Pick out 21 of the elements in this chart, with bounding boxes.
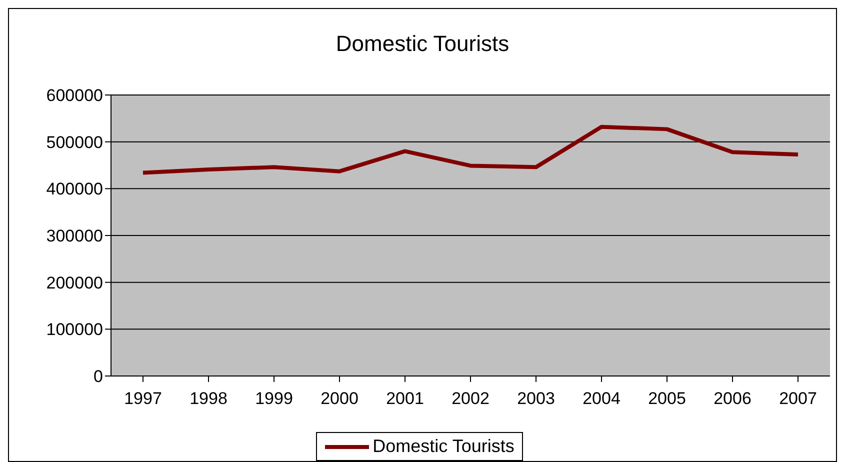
x-tick-label: 2004 xyxy=(582,389,620,408)
chart-title: Domestic Tourists xyxy=(334,30,510,58)
x-tick-label: 2002 xyxy=(452,389,490,408)
x-tick-label: 1997 xyxy=(124,389,162,408)
y-tick-label: 400000 xyxy=(46,180,103,199)
x-tick-label: 2000 xyxy=(320,389,358,408)
legend-label: Domestic Tourists xyxy=(372,436,514,457)
y-tick-label: 100000 xyxy=(46,320,103,340)
x-tick-label: 2006 xyxy=(714,389,752,408)
line-series xyxy=(141,124,800,175)
y-tick-label: 200000 xyxy=(46,273,103,292)
x-tick-label: 2001 xyxy=(386,389,424,408)
y-tick-label: 0 xyxy=(94,367,103,386)
y-tick-label: 500000 xyxy=(46,132,103,152)
x-tick-label: 2007 xyxy=(779,389,817,408)
x-tick-label: 1999 xyxy=(255,389,293,408)
y-tick-label: 300000 xyxy=(46,226,103,246)
x-tick-label: 2003 xyxy=(517,389,555,408)
x-tick-label: 2005 xyxy=(648,389,686,408)
x-tick-label: 1998 xyxy=(190,389,228,408)
y-tick-label: 600000 xyxy=(46,86,103,106)
